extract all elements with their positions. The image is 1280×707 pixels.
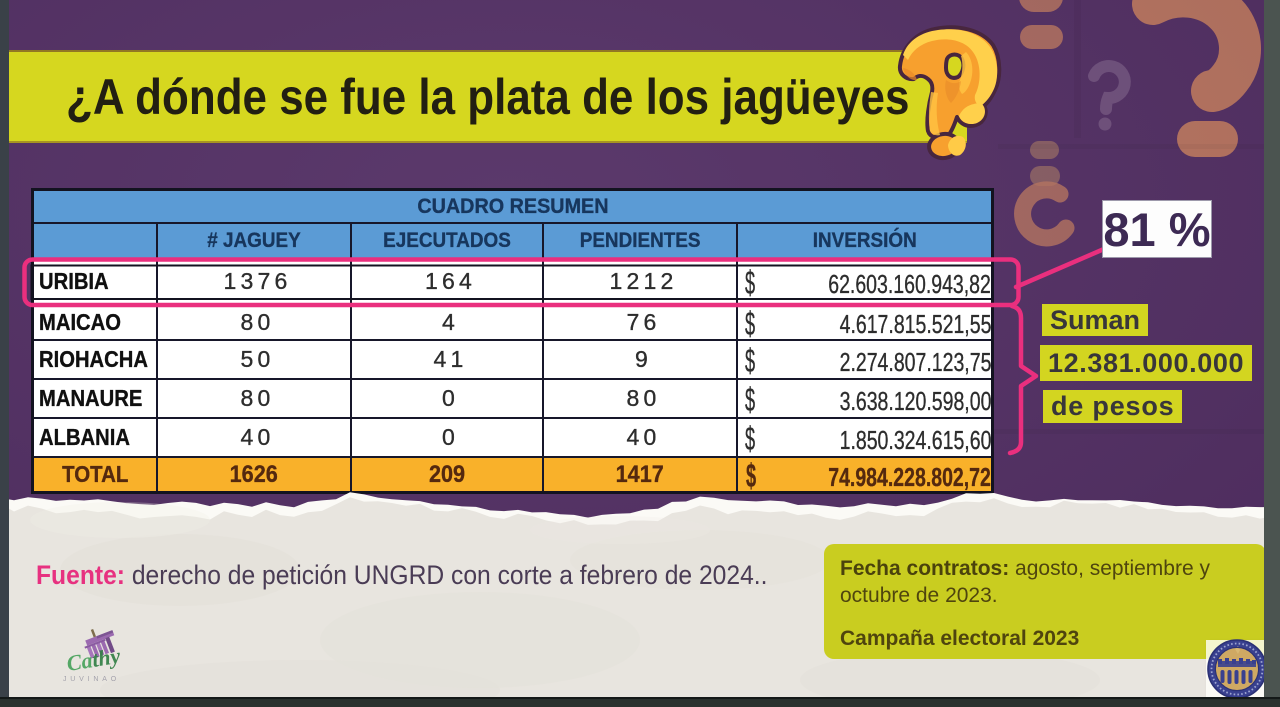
svg-text:Cathy: Cathy	[65, 643, 122, 676]
svg-text:JUVINAO: JUVINAO	[63, 676, 120, 683]
